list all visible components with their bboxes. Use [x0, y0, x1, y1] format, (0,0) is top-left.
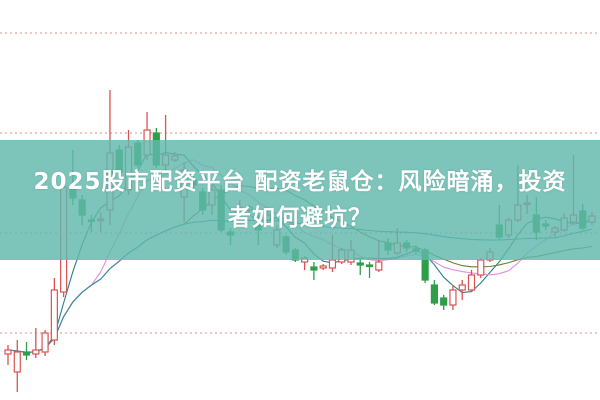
candle-body [4, 349, 12, 355]
candle-body [356, 262, 364, 266]
candle-body [13, 351, 21, 373]
candle-body [449, 289, 457, 306]
candle-body [440, 297, 448, 306]
candle-body [50, 289, 58, 341]
candle-body [328, 259, 337, 269]
candle-body [430, 284, 439, 304]
title-line-1: 2025股市配资平台 配资老鼠仓：风险暗涌，投资 [33, 169, 567, 195]
candle-body [365, 264, 374, 268]
candle-body [458, 284, 466, 291]
candle-body [375, 261, 383, 271]
candle-body [477, 259, 485, 276]
candle-body [32, 349, 40, 355]
candle-body [467, 274, 476, 291]
candle-body [319, 265, 327, 269]
title-line-2: 者如何避坑？ [228, 205, 372, 231]
candle-body [22, 351, 31, 356]
candle-body [310, 266, 318, 271]
candle-body [41, 332, 49, 353]
title-banner: 2025股市配资平台 配资老鼠仓：风险暗涌，投资 者如何避坑？ [0, 140, 600, 260]
